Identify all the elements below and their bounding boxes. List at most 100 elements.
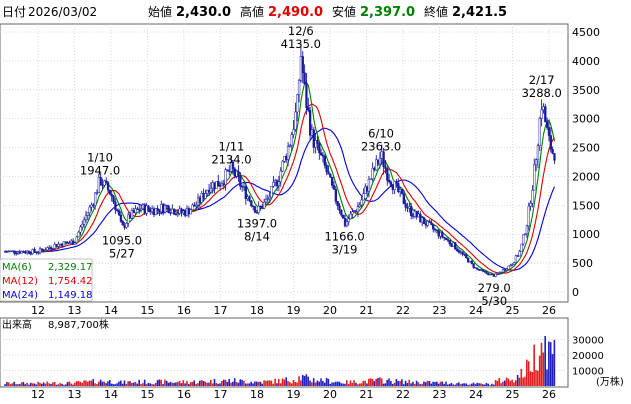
candle-body xyxy=(518,251,521,257)
candle-body xyxy=(404,203,407,208)
volume-bar xyxy=(39,382,41,386)
volume-bar xyxy=(489,385,491,386)
volume-bar xyxy=(505,377,508,386)
candle-body xyxy=(441,232,444,238)
candle-body xyxy=(156,208,159,210)
price-tick-label: 1000 xyxy=(572,228,600,241)
volume-bar xyxy=(461,383,464,386)
candle-body xyxy=(116,209,119,211)
volume-bar xyxy=(226,381,229,386)
candle-body xyxy=(59,243,62,246)
volume-bar xyxy=(64,384,67,386)
candle-body xyxy=(141,204,145,210)
volume-bar xyxy=(373,381,376,386)
volume-bar xyxy=(180,383,183,386)
volume-bar xyxy=(105,383,107,386)
candle-body xyxy=(384,166,387,169)
volume-bar xyxy=(388,378,390,386)
candle-body xyxy=(292,129,295,135)
volume-bar xyxy=(382,383,385,386)
volume-bar xyxy=(369,378,372,386)
volume-bar xyxy=(481,384,484,386)
volume-bar xyxy=(158,379,161,386)
volume-bar xyxy=(485,382,488,386)
candle-body xyxy=(393,181,396,191)
candle-body xyxy=(150,208,154,213)
candle-body xyxy=(272,181,275,187)
candle-body xyxy=(430,222,433,225)
volume-bar xyxy=(35,384,38,386)
candle-body xyxy=(217,181,220,186)
volume-bar xyxy=(92,379,95,386)
volume-bar xyxy=(424,382,427,386)
volume-bar xyxy=(507,378,510,386)
volume-bar xyxy=(114,384,117,386)
price-tick-label: 4000 xyxy=(572,55,600,68)
volume-bar xyxy=(169,381,172,386)
volume-bar xyxy=(401,379,403,386)
volume-bar xyxy=(533,344,535,386)
annotation-price: 2134.0 xyxy=(211,153,251,167)
volume-tick-label: 30000 xyxy=(572,336,604,347)
volume-bar xyxy=(531,372,534,386)
volume-bar xyxy=(210,379,212,386)
candle-body xyxy=(4,251,7,253)
volume-bar xyxy=(255,381,258,386)
volume-bar xyxy=(187,384,190,386)
candle-body xyxy=(275,180,279,186)
volume-bars xyxy=(4,335,556,386)
x-tick-label: 23 xyxy=(433,304,447,317)
volume-bar xyxy=(211,383,214,386)
volume-bar xyxy=(17,384,19,386)
volume-bar xyxy=(439,381,442,386)
volume-bar xyxy=(9,384,12,386)
volume-bar xyxy=(7,382,10,386)
volume-bar xyxy=(28,384,30,386)
volume-bar xyxy=(502,381,504,386)
candle-body xyxy=(406,207,409,209)
volume-bar xyxy=(263,380,265,386)
x-tick-label: 19 xyxy=(287,304,301,317)
candle-body xyxy=(242,186,246,188)
candle-body xyxy=(354,210,358,213)
candle-body xyxy=(345,221,349,227)
candle-body xyxy=(239,176,242,187)
volume-bar xyxy=(68,381,71,386)
volume-bar xyxy=(191,381,194,386)
volume-bar xyxy=(243,380,245,386)
x-tick-label: 24 xyxy=(469,388,483,400)
candle-body xyxy=(240,186,244,188)
candle-body xyxy=(81,224,84,228)
volume-bar xyxy=(4,384,6,386)
volume-bar xyxy=(417,382,420,386)
candle-body xyxy=(171,208,174,214)
candle-body xyxy=(516,255,519,257)
annotation-date: 1/10 xyxy=(87,151,113,165)
volume-bar xyxy=(254,381,256,386)
candle-body xyxy=(198,197,202,203)
volume-bar xyxy=(162,384,164,386)
volume-bar xyxy=(406,383,409,386)
candle-body xyxy=(454,242,457,250)
candle-body xyxy=(529,202,532,207)
candle-body xyxy=(263,201,266,209)
volume-bar xyxy=(296,382,298,386)
candle-body xyxy=(35,251,38,253)
volume-bar xyxy=(546,369,548,386)
candle-body xyxy=(110,194,113,197)
volume-bar xyxy=(99,379,102,386)
candle-body xyxy=(44,249,47,252)
candle-body xyxy=(553,153,556,161)
candle-body xyxy=(371,167,374,180)
candle-body xyxy=(189,209,192,215)
annotation-date: 8/14 xyxy=(244,229,270,243)
ma24-path xyxy=(5,127,556,271)
candle-body xyxy=(184,210,187,216)
volume-bar xyxy=(72,384,74,386)
volume-bar xyxy=(140,383,142,386)
volume-bar xyxy=(97,381,100,386)
x-tick-label: 12 xyxy=(31,388,45,400)
volume-bar xyxy=(371,379,374,386)
candle-body xyxy=(476,267,479,270)
